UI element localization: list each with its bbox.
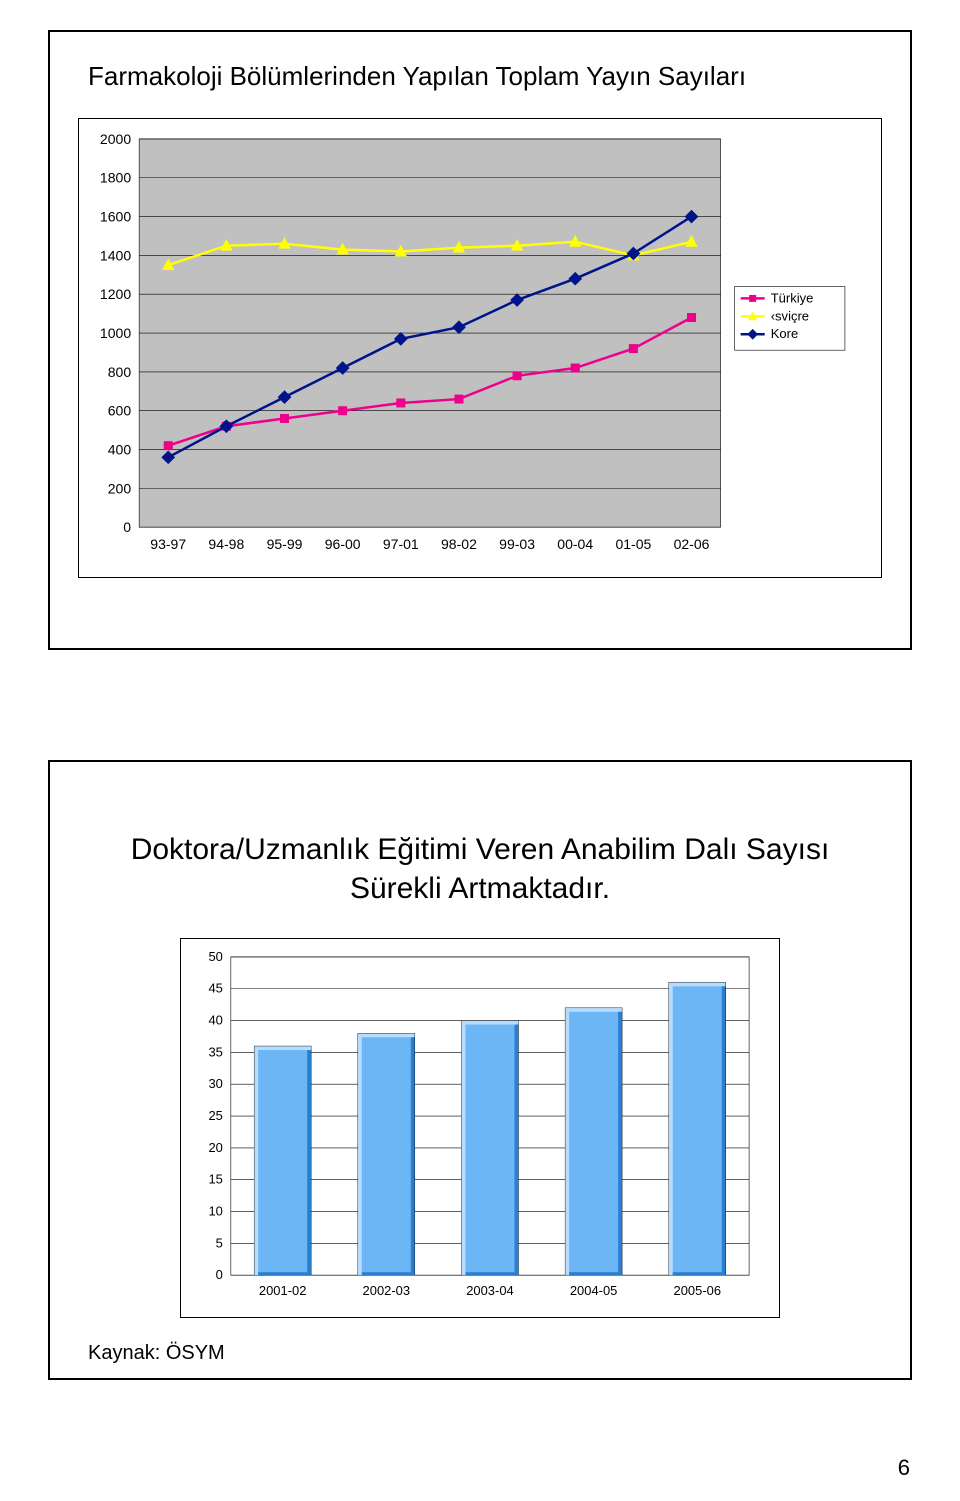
svg-text:01-05: 01-05 xyxy=(615,536,651,552)
svg-text:5: 5 xyxy=(216,1235,223,1250)
svg-text:99-03: 99-03 xyxy=(499,536,535,552)
bottom-panel-title: Doktora/Uzmanlık Eğitimi Veren Anabilim … xyxy=(118,830,842,908)
svg-text:‹sviçre: ‹sviçre xyxy=(771,308,809,323)
svg-text:96-00: 96-00 xyxy=(325,536,361,552)
svg-text:1000: 1000 xyxy=(100,325,131,341)
svg-text:1600: 1600 xyxy=(100,208,131,224)
svg-text:Türkiye: Türkiye xyxy=(771,290,814,305)
svg-text:20: 20 xyxy=(208,1140,222,1155)
bar-chart: 0 5 10 15 20 25 30 35 40 45 50 2001-02 2002-03 2003-0… xyxy=(181,939,779,1317)
svg-text:1400: 1400 xyxy=(100,247,131,263)
svg-text:600: 600 xyxy=(108,403,132,419)
svg-text:40: 40 xyxy=(208,1013,222,1028)
svg-text:45: 45 xyxy=(208,981,222,996)
page-root: Farmakoloji Bölümlerinden Yapılan Toplam… xyxy=(0,0,960,1501)
svg-text:0: 0 xyxy=(216,1267,223,1282)
svg-text:00-04: 00-04 xyxy=(557,536,593,552)
bottom-panel: Doktora/Uzmanlık Eğitimi Veren Anabilim … xyxy=(48,760,912,1380)
svg-text:200: 200 xyxy=(108,480,132,496)
svg-text:95-99: 95-99 xyxy=(267,536,303,552)
svg-text:2001-02: 2001-02 xyxy=(259,1283,307,1298)
svg-text:50: 50 xyxy=(208,949,222,964)
svg-text:15: 15 xyxy=(208,1172,222,1187)
svg-text:97-01: 97-01 xyxy=(383,536,419,552)
source-label: Kaynak: ÖSYM xyxy=(88,1342,882,1365)
svg-text:2004-05: 2004-05 xyxy=(570,1283,618,1298)
page-number: 6 xyxy=(898,1455,910,1481)
svg-text:93-97: 93-97 xyxy=(150,536,186,552)
svg-text:400: 400 xyxy=(108,441,132,457)
svg-text:10: 10 xyxy=(208,1204,222,1219)
svg-text:1200: 1200 xyxy=(100,286,131,302)
svg-text:2005-06: 2005-06 xyxy=(674,1283,722,1298)
bar-chart-frame: 0 5 10 15 20 25 30 35 40 45 50 2001-02 2002-03 2003-0… xyxy=(180,938,780,1318)
svg-text:94-98: 94-98 xyxy=(208,536,244,552)
top-panel: Farmakoloji Bölümlerinden Yapılan Toplam… xyxy=(48,30,912,650)
svg-text:2003-04: 2003-04 xyxy=(466,1283,514,1298)
svg-text:02-06: 02-06 xyxy=(674,536,710,552)
svg-text:2002-03: 2002-03 xyxy=(363,1283,411,1298)
svg-text:30: 30 xyxy=(208,1076,222,1091)
svg-text:35: 35 xyxy=(208,1044,222,1059)
svg-text:2000: 2000 xyxy=(100,131,131,147)
line-chart-frame: 0 200 400 600 800 1000 1200 1400 1600 1800 2000 93-… xyxy=(78,118,882,578)
svg-text:800: 800 xyxy=(108,364,132,380)
top-panel-title: Farmakoloji Bölümlerinden Yapılan Toplam… xyxy=(88,60,882,94)
svg-text:98-02: 98-02 xyxy=(441,536,477,552)
svg-text:25: 25 xyxy=(208,1108,222,1123)
svg-text:0: 0 xyxy=(123,519,131,535)
line-chart: 0 200 400 600 800 1000 1200 1400 1600 1800 2000 93-… xyxy=(79,119,881,577)
svg-text:Kore: Kore xyxy=(771,326,799,341)
svg-text:1800: 1800 xyxy=(100,170,131,186)
